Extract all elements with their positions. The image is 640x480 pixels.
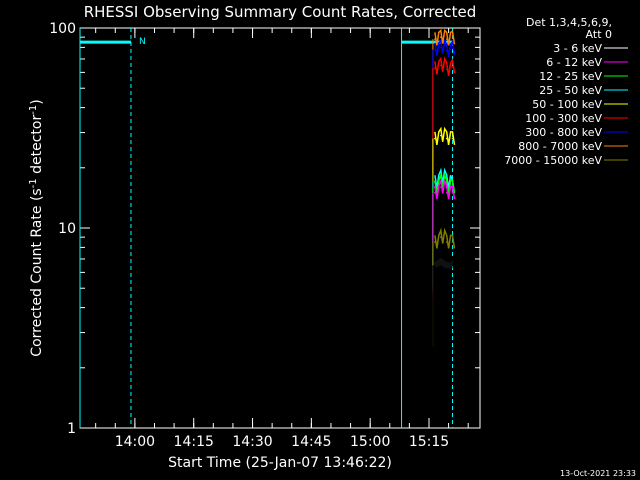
y-tick-label: 100 [49,21,76,37]
data-point [445,38,448,40]
y-axis-label-sup2: -1 [28,105,39,115]
legend-entry-label: 50 - 100 keV [532,98,602,111]
x-tick-label: 14:00 [115,434,155,450]
footer-timestamp: 13-Oct-2021 23:33 [560,469,636,478]
data-point [440,186,442,188]
data-point [451,137,454,140]
series-line [434,28,456,46]
data-point [434,48,436,51]
data-point [440,64,442,67]
legend-entry-label: 300 - 800 keV [525,126,602,139]
series-3-6-kev-visual [433,257,453,269]
y-axis-label-end: ) [29,99,45,104]
data-point [434,192,436,194]
data-point [434,241,436,243]
data-point [434,67,436,69]
data-point [451,47,454,50]
y-axis-label-main: Corrected Count Rate (s [29,188,45,356]
series-line [434,38,456,58]
series-line [434,172,456,194]
data-point [445,192,448,194]
plot-area: 1 10 100 14:00 14:15 14:30 14:45 15:00 15:15 N [49,21,481,450]
y-tick-label: 1 [67,421,76,437]
y-axis-label-sup1: -1 [28,178,39,188]
legend-entry-label: 100 - 300 keV [525,112,602,125]
x-tick-label: 14:15 [174,434,214,450]
data-point [451,66,454,68]
legend-entry-label: 12 - 25 keV [539,70,602,83]
legend-entry-label: 7000 - 15000 keV [504,154,602,167]
x-tick-label: 14:45 [291,434,331,450]
x-tick-label: 15:15 [409,434,449,450]
series-band [433,257,453,269]
data-point [440,46,442,49]
series-line [434,167,456,194]
series-line [434,227,456,249]
chart-title: RHESSI Observing Summary Count Rates, Co… [84,3,477,21]
x-tick-label: 15:00 [350,434,390,450]
series-line [434,56,456,76]
legend-entry-label: 3 - 6 keV [553,42,602,55]
series-line [434,180,456,200]
legend-entry-label: 800 - 7000 keV [518,140,602,153]
legend-header-2: Att 0 [586,28,612,41]
data-point [445,137,448,140]
y-axis-label-mid: detector [29,115,45,179]
x-axis-label: Start Time (25-Jan-07 13:46:22) [168,455,392,471]
series-line [434,126,456,146]
data-point [440,36,442,38]
data-point [451,37,454,39]
data-point [445,241,448,243]
y-tick-label: 10 [58,221,76,237]
legend-header-1: Det 1,3,4,5,6,9, [526,16,612,29]
x-tick-label: 14:30 [232,434,272,450]
legend-entry-label: 6 - 12 keV [546,56,602,69]
data-point [434,137,436,140]
data-point [445,49,448,52]
data-point [440,236,442,238]
data-point [445,68,448,71]
flag-label: N [139,37,146,47]
y-axis-label: Corrected Count Rate (s-1 detector-1) [28,99,45,356]
legend-entry-label: 25 - 50 keV [539,84,602,97]
data-point [434,38,436,40]
data-point [440,134,442,137]
data-point [451,241,454,243]
data-point [451,192,454,194]
